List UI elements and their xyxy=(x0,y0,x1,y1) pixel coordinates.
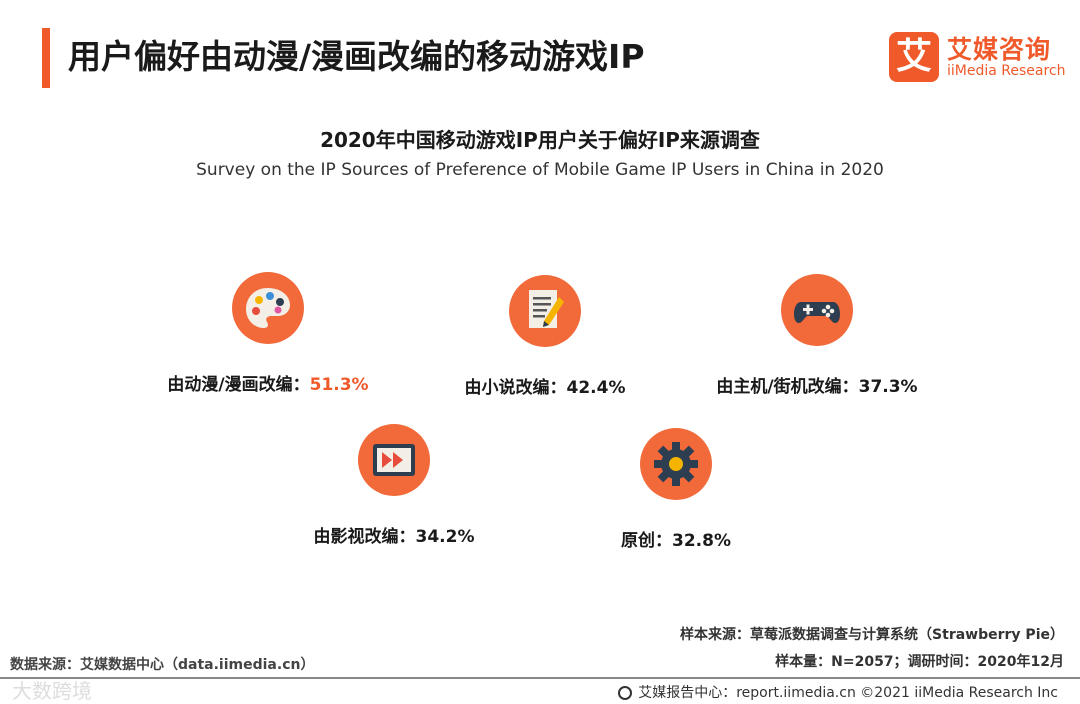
globe-icon xyxy=(618,686,633,700)
stat-label-original: 原创：32.8% xyxy=(621,531,731,551)
stat-value: 51.3% xyxy=(309,375,369,395)
iimedia-logo: 艾 艾媒咨询 iiMedia Research xyxy=(889,32,1069,84)
sample-source: 样本来源：草莓派数据调查与计算系统（Strawberry Pie） xyxy=(680,627,1064,643)
gear-icon xyxy=(640,428,712,500)
footer-divider xyxy=(0,677,1080,679)
stat-item-film: 由影视改编：34.2% xyxy=(234,424,554,547)
stat-label-console: 由主机/街机改编：37.3% xyxy=(716,377,918,397)
sample-size: 样本量：N=2057；调研时间：2020年12月 xyxy=(775,654,1064,670)
stat-item-anime: 由动漫/漫画改编：51.3% xyxy=(108,272,428,395)
stat-item-novel: 由小说改编：42.4% xyxy=(385,275,705,398)
palette-icon xyxy=(232,272,304,344)
video-play-icon xyxy=(358,424,430,496)
stat-value: 37.3% xyxy=(858,377,918,397)
page-title: 用户偏好由动漫/漫画改编的移动游戏IP xyxy=(68,37,645,76)
logo-cn-text: 艾媒咨询 xyxy=(947,35,1052,64)
logo-mark-icon: 艾 xyxy=(889,32,939,82)
stat-label-film: 由影视改编：34.2% xyxy=(313,527,475,547)
stat-value: 34.2% xyxy=(415,527,475,547)
stat-item-console: 由主机/街机改编：37.3% xyxy=(657,274,977,397)
stat-value: 42.4% xyxy=(566,378,626,398)
stat-label-novel: 由小说改编：42.4% xyxy=(464,378,626,398)
stat-item-original: 原创：32.8% xyxy=(516,428,836,551)
data-source: 数据来源：艾媒数据中心（data.iimedia.cn） xyxy=(10,657,315,673)
document-pencil-icon xyxy=(509,275,581,347)
stat-label-anime: 由动漫/漫画改编：51.3% xyxy=(167,375,369,395)
watermark: 大数跨境 xyxy=(12,679,92,703)
chart-title: 2020年中国移动游戏IP用户关于偏好IP来源调查 xyxy=(320,128,760,152)
stat-value: 32.8% xyxy=(672,531,731,551)
chart-subtitle: Survey on the IP Sources of Preference o… xyxy=(196,160,884,180)
title-accent-bar xyxy=(42,28,50,88)
logo-en-text: iiMedia Research xyxy=(947,63,1066,79)
gamepad-icon xyxy=(781,274,853,346)
report-center: 艾媒报告中心：report.iimedia.cn ©2021 iiMedia R… xyxy=(618,682,1058,702)
